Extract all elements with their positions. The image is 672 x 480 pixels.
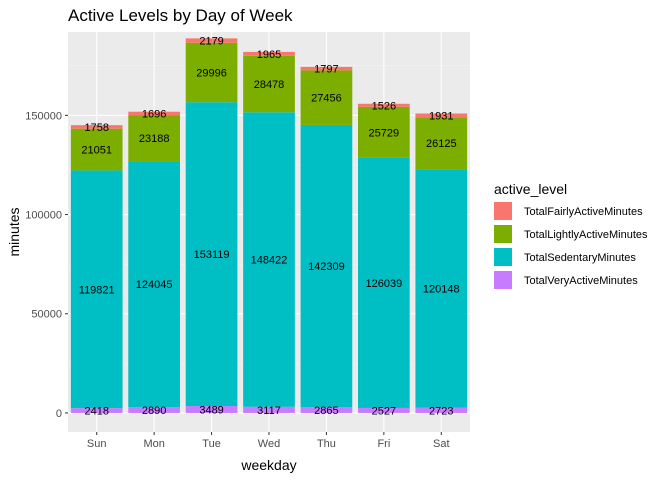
data-label: 2723	[429, 405, 453, 417]
data-label: 23188	[139, 133, 170, 145]
x-tick-label: Sat	[433, 438, 450, 450]
data-label: 142309	[308, 261, 345, 273]
data-label: 1931	[429, 110, 453, 122]
data-label: 26125	[426, 138, 457, 150]
bars	[70, 38, 468, 413]
legend-label: TotalLightlyActiveMinutes	[524, 229, 648, 241]
data-label: 27456	[311, 93, 342, 105]
data-label: 124045	[136, 279, 173, 291]
data-label: 2890	[142, 405, 166, 417]
data-label: 120148	[423, 283, 460, 295]
bar-segment	[358, 106, 410, 158]
bar-segment	[358, 157, 410, 408]
x-axis: Sun Mon Tue Wed Thu Fri Sat	[87, 432, 450, 450]
bar-segment	[185, 38, 238, 43]
y-tick-label: 0	[56, 408, 62, 420]
bar-segment	[70, 170, 123, 409]
data-label: 1696	[142, 108, 166, 120]
legend: active_level TotalFairlyActiveMinutes Tot…	[494, 181, 648, 289]
bar-segment	[243, 112, 295, 407]
data-label: 153119	[194, 249, 230, 261]
data-label: 148422	[251, 255, 288, 267]
bar-segment	[128, 115, 180, 162]
legend-title: active_level	[494, 181, 567, 197]
bar-segment	[185, 406, 238, 413]
bar-segment	[185, 102, 238, 407]
chart-title: Active Levels by Day of Week	[68, 6, 293, 25]
bar-segment	[70, 125, 123, 129]
data-label: 1797	[314, 64, 338, 76]
bar-segment	[415, 117, 468, 170]
x-tick-label: Wed	[258, 438, 280, 450]
data-label: 2865	[314, 405, 338, 417]
bar-segment	[415, 169, 468, 408]
bar-segment	[358, 407, 410, 413]
data-label: 1965	[257, 49, 281, 61]
x-tick-label: Mon	[143, 438, 164, 450]
bar-segment	[128, 407, 180, 413]
legend-key	[494, 202, 512, 220]
bar-segment	[243, 51, 295, 56]
x-tick-label: Fri	[377, 438, 390, 450]
bar-segment	[415, 407, 468, 413]
x-axis-title: weekday	[240, 457, 296, 473]
data-label: 25729	[369, 127, 400, 139]
y-tick-label: 50000	[31, 309, 62, 321]
data-label: 3489	[199, 404, 223, 416]
legend-key	[494, 248, 512, 266]
bar-segment	[185, 42, 238, 103]
data-label: 126039	[365, 278, 402, 290]
data-label: 2527	[372, 405, 396, 417]
data-label: 2418	[84, 406, 108, 418]
data-label: 1758	[84, 122, 108, 134]
legend-label: TotalFairlyActiveMinutes	[524, 206, 643, 218]
legend-label: TotalVeryActiveMinutes	[524, 275, 638, 287]
x-tick-label: Tue	[202, 438, 221, 450]
bar-segment	[70, 128, 123, 171]
data-label: 29996	[196, 67, 227, 79]
data-label: 28478	[254, 79, 285, 91]
y-axis-title: minutes	[6, 207, 22, 256]
legend-label: TotalSedentaryMinutes	[524, 252, 636, 264]
y-tick-label: 150000	[25, 110, 62, 122]
bar-segment	[128, 111, 180, 116]
bar-segment	[300, 407, 353, 413]
data-label: 119821	[79, 284, 115, 296]
y-axis: 0 50000 100000 150000	[25, 110, 68, 420]
legend-key	[494, 271, 512, 289]
bar-segment	[300, 124, 353, 408]
legend-key	[494, 225, 512, 243]
data-label: 1526	[372, 100, 396, 112]
data-label: 21051	[81, 145, 112, 157]
bar-segment	[70, 408, 123, 413]
bar-segment	[300, 70, 353, 125]
bar-segment	[358, 103, 410, 107]
bar-segment	[415, 113, 468, 118]
x-tick-label: Thu	[317, 438, 336, 450]
data-label: 2179	[199, 36, 223, 48]
bar-segment	[243, 55, 295, 113]
y-tick-label: 100000	[25, 210, 62, 222]
data-labels: 2418 119821 21051 1758 2890 124045 23188 1696 34…	[79, 36, 460, 418]
bar-segment	[243, 406, 295, 413]
x-tick-label: Sun	[87, 438, 107, 450]
bar-segment	[300, 66, 353, 71]
data-label: 3117	[257, 405, 281, 417]
bar-segment	[128, 161, 180, 408]
